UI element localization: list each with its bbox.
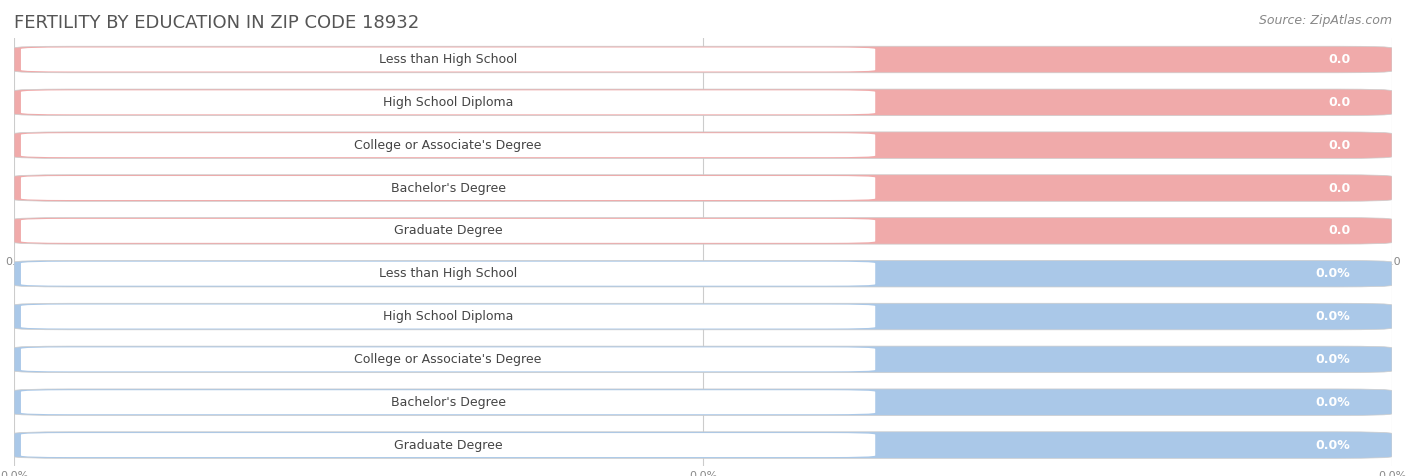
FancyBboxPatch shape: [14, 218, 1392, 244]
Text: 0.0%: 0.0%: [1316, 310, 1351, 323]
Text: College or Associate's Degree: College or Associate's Degree: [354, 139, 541, 152]
Text: 0.0: 0.0: [1329, 224, 1351, 238]
FancyBboxPatch shape: [14, 46, 1392, 73]
Text: Graduate Degree: Graduate Degree: [394, 224, 502, 238]
Text: 0.0%: 0.0%: [1316, 396, 1351, 409]
Text: Source: ZipAtlas.com: Source: ZipAtlas.com: [1258, 14, 1392, 27]
Text: 0.0%: 0.0%: [1316, 438, 1351, 452]
Text: 0.0: 0.0: [1329, 139, 1351, 152]
Text: 0.0: 0.0: [1329, 53, 1351, 66]
FancyBboxPatch shape: [21, 433, 875, 457]
Text: 0.0: 0.0: [1329, 181, 1351, 195]
Text: 0.0%: 0.0%: [1316, 353, 1351, 366]
Text: Bachelor's Degree: Bachelor's Degree: [391, 396, 506, 409]
FancyBboxPatch shape: [14, 303, 1392, 330]
Text: Bachelor's Degree: Bachelor's Degree: [391, 181, 506, 195]
Text: 0.0%: 0.0%: [1316, 267, 1351, 280]
FancyBboxPatch shape: [14, 346, 1392, 373]
FancyBboxPatch shape: [14, 260, 1392, 287]
FancyBboxPatch shape: [21, 219, 875, 243]
Text: FERTILITY BY EDUCATION IN ZIP CODE 18932: FERTILITY BY EDUCATION IN ZIP CODE 18932: [14, 14, 419, 32]
Text: High School Diploma: High School Diploma: [382, 310, 513, 323]
FancyBboxPatch shape: [14, 432, 1392, 458]
FancyBboxPatch shape: [14, 132, 1392, 159]
FancyBboxPatch shape: [21, 390, 875, 414]
FancyBboxPatch shape: [21, 176, 875, 200]
Text: Less than High School: Less than High School: [380, 267, 517, 280]
Text: Graduate Degree: Graduate Degree: [394, 438, 502, 452]
Text: College or Associate's Degree: College or Associate's Degree: [354, 353, 541, 366]
FancyBboxPatch shape: [21, 347, 875, 371]
FancyBboxPatch shape: [14, 389, 1392, 416]
FancyBboxPatch shape: [21, 48, 875, 71]
FancyBboxPatch shape: [21, 262, 875, 286]
Text: 0.0: 0.0: [1329, 96, 1351, 109]
FancyBboxPatch shape: [21, 305, 875, 328]
Text: Less than High School: Less than High School: [380, 53, 517, 66]
FancyBboxPatch shape: [21, 133, 875, 157]
FancyBboxPatch shape: [21, 90, 875, 114]
Text: High School Diploma: High School Diploma: [382, 96, 513, 109]
FancyBboxPatch shape: [14, 175, 1392, 201]
FancyBboxPatch shape: [14, 89, 1392, 116]
